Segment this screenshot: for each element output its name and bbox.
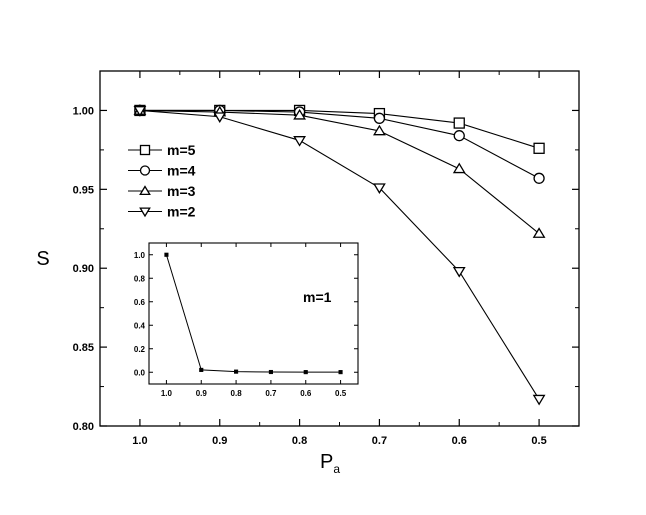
inset-x-tick-label: 0.9 xyxy=(196,389,208,398)
legend-marker xyxy=(139,185,151,196)
legend-marker xyxy=(139,165,151,176)
inset-data-point xyxy=(338,370,343,375)
data-point-m=4 xyxy=(453,130,465,142)
data-point-m=2 xyxy=(452,266,466,278)
inset-frame xyxy=(148,242,359,385)
inset-y-tick-label: 0.4 xyxy=(134,321,146,330)
y-axis-title: S xyxy=(36,248,49,270)
inset-y-tick-label: 0.8 xyxy=(134,274,146,283)
series-line-m=4 xyxy=(139,109,540,179)
inset-y-tick-label: 1.0 xyxy=(134,251,146,260)
y-tick-label: 1.00 xyxy=(73,105,94,117)
data-point-m=4 xyxy=(373,112,386,124)
inset-data-point xyxy=(303,370,308,375)
series-line-m=2 xyxy=(139,109,540,400)
data-point-m=4 xyxy=(533,172,545,184)
inset-data-point xyxy=(199,367,204,372)
inset-series-line xyxy=(165,254,341,373)
legend-label: m=4 xyxy=(167,163,196,179)
series-line-m=5 xyxy=(139,109,540,149)
legend-label: m=3 xyxy=(167,183,196,199)
data-point-m=5 xyxy=(533,142,545,154)
x-tick-label: 0.7 xyxy=(372,435,387,447)
x-tick-label: 0.6 xyxy=(452,435,467,447)
data-point-m=2 xyxy=(293,136,306,147)
x-tick-label: 1.0 xyxy=(132,435,147,447)
inset-y-tick-label: 0.0 xyxy=(134,368,146,377)
legend-label: m=2 xyxy=(167,204,196,220)
inset-x-tick-label: 0.6 xyxy=(300,389,312,398)
inset-x-tick-label: 0.7 xyxy=(265,389,277,398)
x-tick-label: 0.9 xyxy=(212,435,227,447)
inset-data-point xyxy=(164,252,169,257)
data-point-m=3 xyxy=(452,162,466,174)
x-axis-title: Pa xyxy=(320,451,340,476)
legend-label: m=5 xyxy=(167,142,196,158)
data-point-m=2 xyxy=(532,394,546,406)
x-axis-title-subscript: a xyxy=(333,462,340,476)
data-point-m=2 xyxy=(373,183,386,195)
inset-x-tick-label: 1.0 xyxy=(161,389,173,398)
x-axis-title-main: P xyxy=(320,451,333,473)
inset-x-tick-label: 0.5 xyxy=(335,389,347,398)
data-point-m=3 xyxy=(532,227,546,238)
inset-data-point xyxy=(268,369,273,375)
x-tick-label: 0.8 xyxy=(292,435,307,447)
data-point-m=5 xyxy=(453,117,465,129)
data-point-m=3 xyxy=(373,124,386,136)
inset-y-tick-label: 0.2 xyxy=(134,345,146,354)
y-tick-label: 0.90 xyxy=(73,263,94,275)
series-line-m=3 xyxy=(139,109,540,234)
legend-marker xyxy=(139,144,151,156)
y-tick-label: 0.85 xyxy=(73,342,94,354)
legend-marker xyxy=(139,207,151,218)
data-point-m=2 xyxy=(213,112,227,124)
data-point-m=2 xyxy=(133,106,147,117)
y-tick-label: 0.80 xyxy=(73,421,94,433)
x-tick-label: 0.5 xyxy=(531,435,546,447)
inset-data-point xyxy=(234,369,239,374)
data-point-m=3 xyxy=(293,108,306,120)
inset-x-tick-label: 0.8 xyxy=(231,389,243,398)
inset-annotation: m=1 xyxy=(303,289,332,305)
y-tick-label: 0.95 xyxy=(73,184,94,196)
inset-y-tick-label: 0.6 xyxy=(134,298,146,307)
